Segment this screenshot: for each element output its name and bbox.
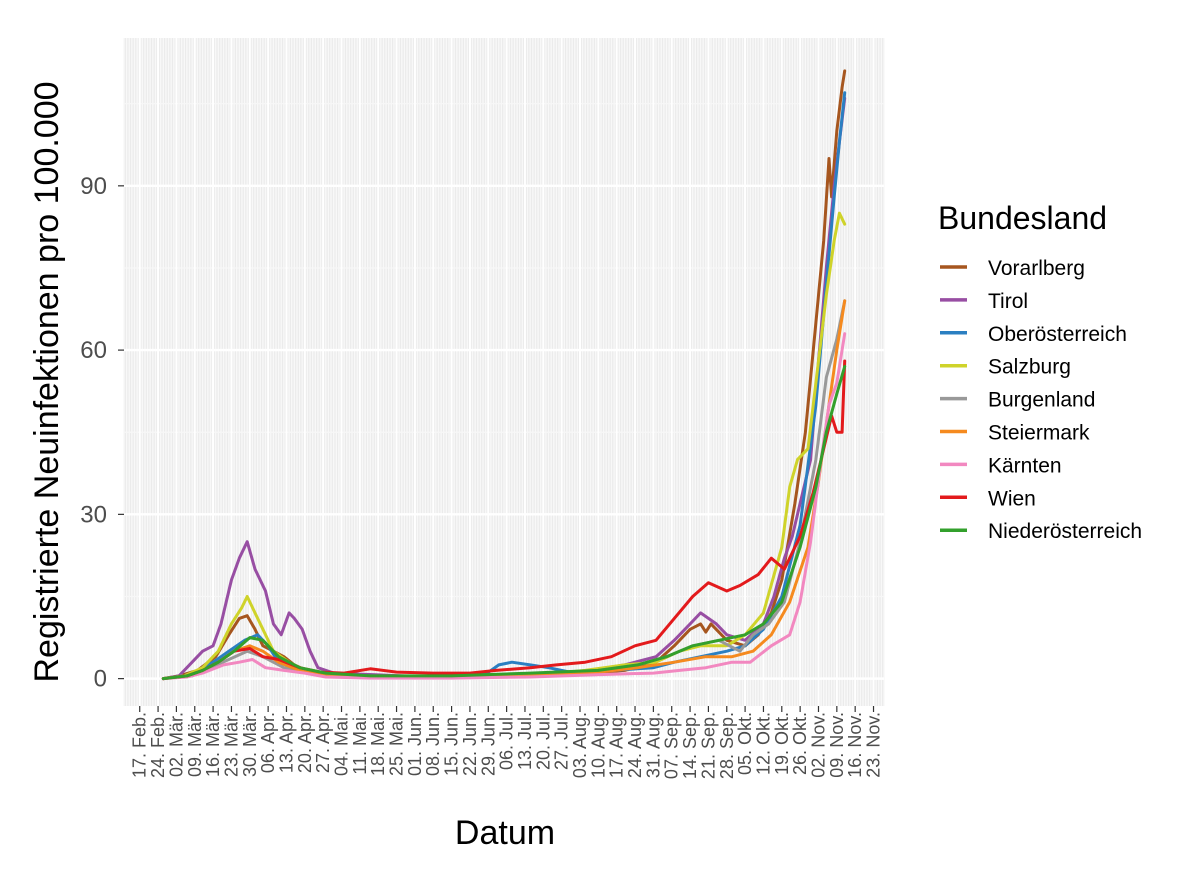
legend-title: Bundesland: [938, 200, 1107, 236]
legend-item-burgenland: Burgenland: [940, 389, 1095, 412]
y-axis-ticks: 0 30 60 90: [80, 173, 124, 693]
x-tick-label: 21. Sep.: [698, 712, 718, 779]
x-tick-label: 06. Apr.: [258, 712, 278, 773]
x-tick-label: 27. Jul.: [552, 712, 572, 770]
x-tick-label: 27. Apr.: [313, 712, 333, 773]
y-tick-label: 30: [80, 501, 107, 528]
x-tick-label: 10. Aug.: [588, 712, 608, 778]
x-tick-label: 26. Okt.: [790, 712, 810, 775]
legend-label: Kärnten: [988, 454, 1062, 477]
x-tick-label: 28. Sep.: [717, 712, 737, 779]
series-lines: [161, 69, 847, 681]
series-line-salzburg: [161, 211, 847, 681]
legend-label: Vorarlberg: [988, 257, 1085, 280]
legend: Vorarlberg Tirol Oberösterreich Salzburg Bur…: [940, 257, 1142, 543]
x-tick-label: 15. Jun.: [442, 712, 462, 776]
x-tick-label: 04. Mai.: [332, 712, 352, 776]
legend-label: Tirol: [988, 290, 1028, 313]
legend-label: Salzburg: [988, 356, 1071, 379]
x-tick-label: 13. Apr.: [276, 712, 296, 773]
legend-item-steiermark: Steiermark: [940, 422, 1090, 445]
x-tick-label: 23. Mär.: [221, 712, 241, 777]
series-line-vorarlberg: [161, 69, 847, 681]
legend-label: Wien: [988, 487, 1036, 510]
series-line-kaernten: [161, 332, 847, 681]
x-tick-label: 11. Mai.: [350, 712, 370, 775]
x-tick-label: 17. Feb.: [130, 712, 150, 778]
y-tick-label: 60: [80, 337, 107, 364]
x-tick-label: 09. Nov.: [827, 712, 847, 778]
x-tick-label: 03. Aug.: [570, 712, 590, 778]
legend-item-oberoesterreich: Oberösterreich: [940, 323, 1127, 346]
legend-item-tirol: Tirol: [940, 290, 1028, 313]
x-tick-label: 16. Nov.: [845, 712, 865, 778]
legend-label: Steiermark: [988, 422, 1090, 445]
x-axis-ticks: 17. Feb.24. Feb.02. Mär.09. Mär.16. Mär.…: [130, 706, 884, 779]
x-tick-label: 30. Mär.: [240, 712, 260, 777]
y-axis-title: Registrierte Neuinfektionen pro 100.000: [28, 81, 66, 682]
x-tick-label: 22. Jun.: [460, 712, 480, 776]
x-tick-label: 16. Mär.: [203, 712, 223, 777]
x-tick-label: 24. Aug.: [625, 712, 645, 778]
major-grid-x: [138, 38, 875, 706]
x-tick-label: 29. Jun.: [478, 712, 498, 776]
x-tick-label: 24. Feb.: [148, 712, 168, 778]
x-tick-label: 19. Okt.: [772, 712, 792, 775]
series-line-niederoesterreich: [161, 365, 847, 681]
x-axis-title: Datum: [455, 814, 555, 852]
x-tick-label: 02. Nov.: [808, 712, 828, 778]
legend-label: Oberösterreich: [988, 323, 1127, 346]
series-line-wien: [161, 359, 847, 681]
y-tick-label: 90: [80, 173, 107, 200]
legend-label: Niederösterreich: [988, 520, 1142, 543]
x-tick-label: 02. Mär.: [166, 712, 186, 777]
legend-item-wien: Wien: [940, 487, 1036, 510]
y-tick-label: 0: [94, 666, 107, 693]
x-tick-label: 06. Jul.: [497, 712, 517, 770]
legend-label: Burgenland: [988, 389, 1095, 412]
x-tick-label: 07. Sep.: [662, 712, 682, 779]
legend-item-kaernten: Kärnten: [940, 454, 1062, 477]
legend-item-salzburg: Salzburg: [940, 356, 1071, 379]
legend-item-niederoesterreich: Niederösterreich: [940, 520, 1142, 543]
x-tick-label: 01. Jun.: [405, 712, 425, 776]
x-tick-label: 25. Mai.: [387, 712, 407, 776]
x-tick-label: 17. Aug.: [607, 712, 627, 778]
x-tick-label: 08. Jun.: [423, 712, 443, 776]
legend-item-vorarlberg: Vorarlberg: [940, 257, 1085, 280]
x-tick-label: 23. Nov.: [864, 712, 884, 778]
x-tick-label: 05. Okt.: [735, 712, 755, 775]
x-tick-label: 20. Jul.: [533, 712, 553, 770]
x-tick-label: 20. Apr.: [295, 712, 315, 773]
x-tick-label: 12. Okt.: [753, 712, 773, 775]
x-tick-label: 31. Aug.: [643, 712, 663, 778]
x-tick-label: 13. Jul.: [515, 712, 535, 770]
x-tick-label: 09. Mär.: [185, 712, 205, 777]
x-tick-label: 14. Sep.: [680, 712, 700, 779]
x-tick-label: 18. Mai.: [368, 712, 388, 776]
